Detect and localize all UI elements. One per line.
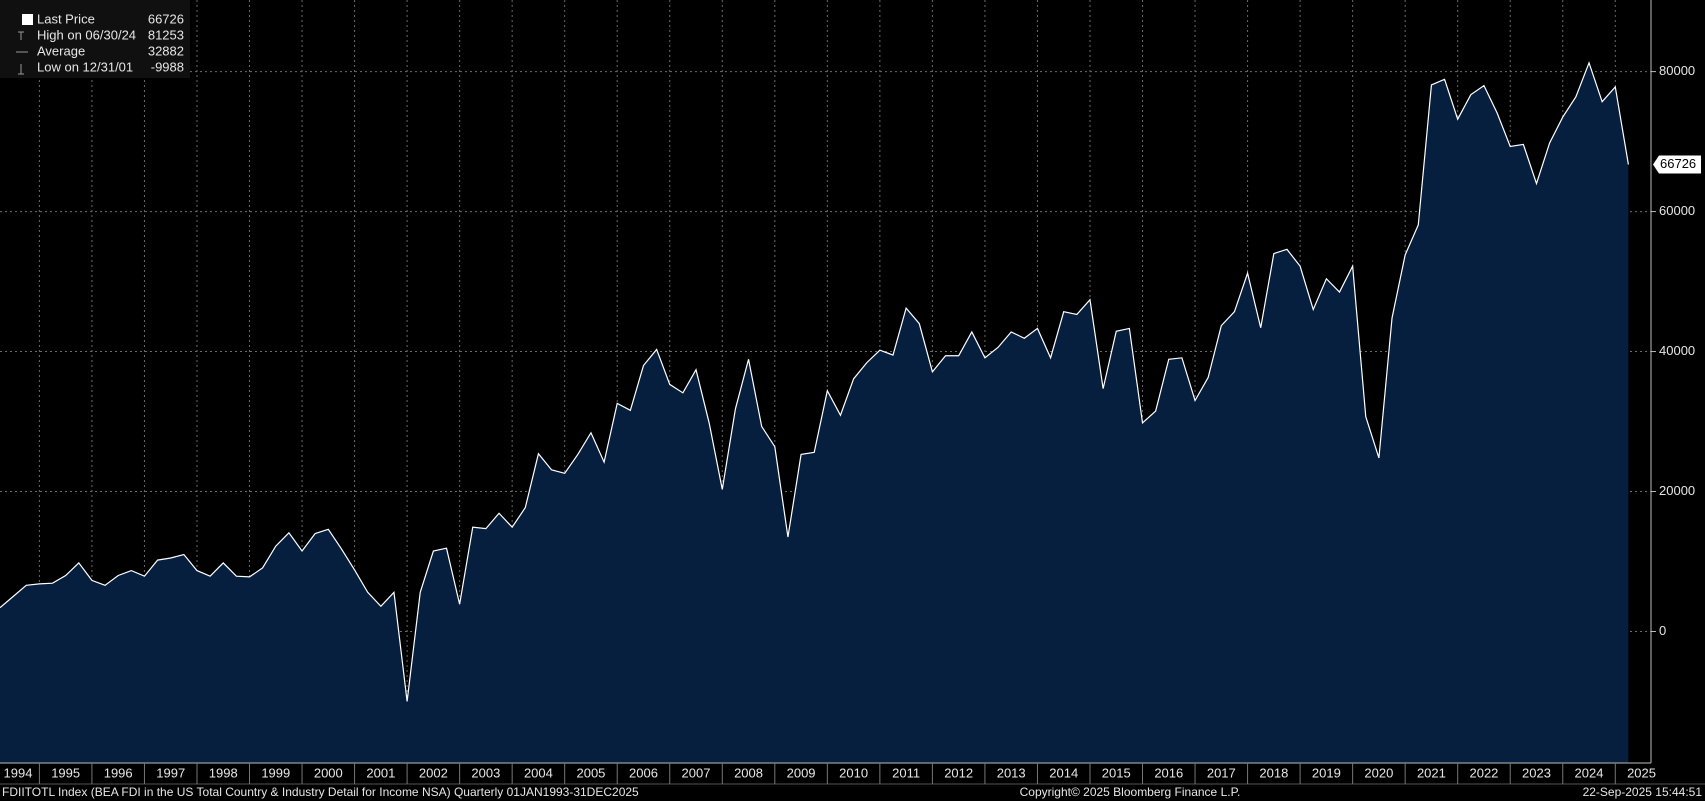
x-tick-label: 2025 — [1627, 765, 1656, 780]
legend-value: 66726 — [148, 11, 184, 26]
y-tick-label: 20000 — [1659, 483, 1695, 498]
x-tick-label: 2011 — [892, 765, 920, 780]
last-price-label: 66726 — [1660, 156, 1696, 171]
x-tick-label: 2014 — [1049, 765, 1078, 780]
x-tick-label: 2021 — [1417, 765, 1446, 780]
legend-value: 81253 — [148, 27, 184, 42]
x-tick-label: 2001 — [366, 765, 395, 780]
x-tick-label: 2019 — [1312, 765, 1341, 780]
legend-icon — [22, 14, 33, 25]
last-price-tag — [1653, 155, 1701, 174]
y-tick-label: 40000 — [1659, 343, 1695, 358]
x-tick-label: 2007 — [682, 765, 711, 780]
x-tick-label: 2000 — [314, 765, 343, 780]
x-tick-label: 1998 — [209, 765, 238, 780]
x-tick-label: 2003 — [471, 765, 500, 780]
x-tick-label: 2009 — [787, 765, 816, 780]
x-tick-label: 2017 — [1207, 765, 1236, 780]
y-tick-label: 0 — [1659, 623, 1666, 638]
legend: Last Price 66726 High on 06/30/24 81253 … — [0, 0, 190, 78]
x-tick-label: 1999 — [261, 765, 290, 780]
x-tick-label: 2005 — [576, 765, 605, 780]
x-tick-label: 2020 — [1364, 765, 1393, 780]
x-tick-label: 2022 — [1469, 765, 1498, 780]
legend-value: 32882 — [148, 43, 184, 58]
x-axis-band — [0, 763, 1705, 784]
legend-label: Last Price — [37, 11, 95, 26]
legend-value: -9988 — [151, 59, 184, 74]
x-tick-label: 2013 — [997, 765, 1026, 780]
x-tick-label: 1996 — [104, 765, 133, 780]
y-tick-label: 60000 — [1659, 203, 1695, 218]
line — [0, 61, 1630, 702]
x-tick-label: 2010 — [839, 765, 868, 780]
area — [0, 62, 1629, 763]
x-tick-label: 2016 — [1154, 765, 1183, 780]
legend-label: High on 06/30/24 — [37, 27, 136, 42]
x-tick-label: 2023 — [1522, 765, 1551, 780]
y-tick-label: 80000 — [1659, 63, 1695, 78]
legend-box — [0, 0, 190, 78]
x-tick-label: 2012 — [944, 765, 973, 780]
legend-label: Low on 12/31/01 — [37, 59, 133, 74]
x-tick-label: 2024 — [1575, 765, 1604, 780]
x-tick-label: 1997 — [156, 765, 185, 780]
x-tick-label: 1994 — [4, 765, 33, 780]
footer-right: 22-Sep-2025 15:44:51 — [1583, 785, 1703, 799]
x-tick-label: 2002 — [419, 765, 448, 780]
x-tick-label: 2008 — [734, 765, 763, 780]
legend-label: Average — [37, 43, 85, 58]
x-tick-label: 2006 — [629, 765, 658, 780]
x-tick-label: 2018 — [1259, 765, 1288, 780]
footer-left: FDIITOTL Index (BEA FDI in the US Total … — [2, 785, 639, 799]
x-tick-label: 2015 — [1102, 765, 1131, 780]
x-tick-label: 2004 — [524, 765, 553, 780]
x-tick-label: 1995 — [51, 765, 80, 780]
footer-center: Copyright© 2025 Bloomberg Finance L.P. — [1020, 785, 1241, 799]
